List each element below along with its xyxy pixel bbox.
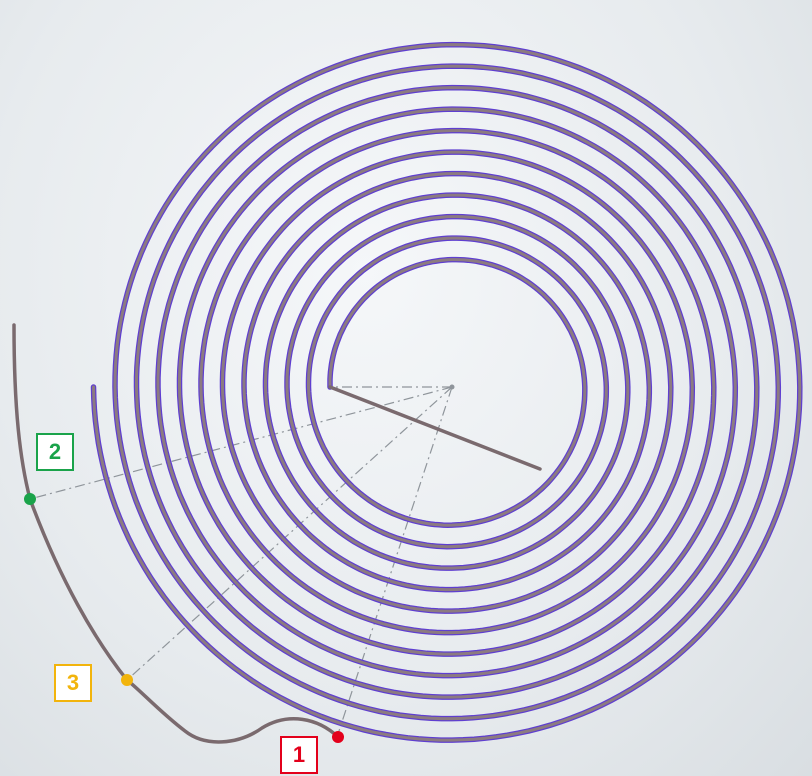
callout-2: 2 [36,433,74,471]
inner-lead-wire [328,385,542,471]
point-1-marker [332,731,344,743]
reference-points [24,384,455,743]
construction-line-2 [29,386,453,500]
construction-lines [29,386,453,738]
spiral-center-marker [449,384,455,390]
spiral-coil-core [92,43,802,742]
spiral-coil [90,41,803,743]
point-2-marker [24,493,36,505]
callout-3: 3 [54,664,92,702]
construction-line-3 [126,386,453,681]
point-3-marker [121,674,133,686]
callout-1: 1 [280,736,318,774]
